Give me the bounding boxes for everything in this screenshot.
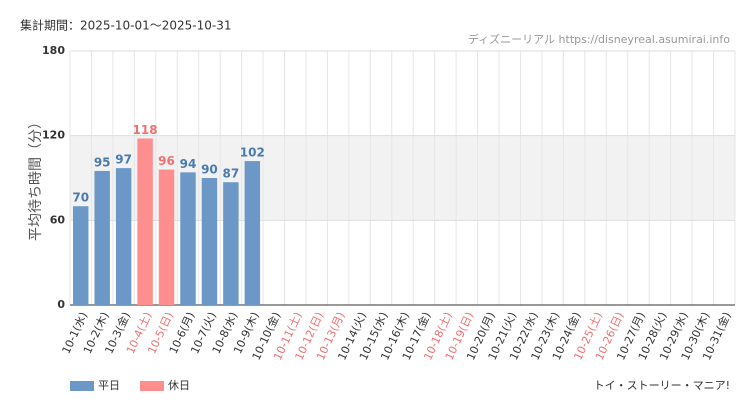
bar	[223, 182, 239, 305]
data-label: 90	[201, 163, 218, 177]
legend-swatch	[140, 381, 164, 391]
y-axis-label: 平均待ち時間（分）	[28, 115, 44, 241]
footer: トイ・ストーリー・マニア!	[594, 379, 730, 392]
legend-label: 休日	[168, 379, 190, 392]
legend-swatch	[70, 381, 94, 391]
bar	[137, 138, 153, 305]
data-label: 97	[115, 153, 132, 167]
data-label: 102	[240, 146, 265, 160]
legend-label: 平日	[98, 379, 120, 392]
bar	[201, 178, 218, 305]
bar	[180, 172, 196, 305]
y-tick-label: 180	[42, 44, 65, 57]
y-tick-label: 0	[57, 298, 65, 311]
y-tick-label: 60	[50, 213, 66, 226]
source: ディズニーリアル https://disneyreal.asumirai.inf…	[468, 32, 730, 46]
data-label: 94	[180, 157, 197, 171]
bar	[158, 169, 175, 305]
bar	[94, 170, 110, 305]
data-label: 70	[72, 191, 89, 205]
bar	[115, 168, 132, 305]
data-label: 87	[223, 167, 240, 181]
y-tick-label: 120	[42, 129, 65, 142]
chart-title: 集計期間：2025-10-01～2025-10-31	[20, 18, 231, 33]
bar	[73, 206, 89, 305]
data-label: 118	[133, 123, 158, 137]
data-label: 95	[94, 155, 111, 169]
data-label: 96	[158, 154, 175, 168]
bar	[244, 161, 261, 305]
